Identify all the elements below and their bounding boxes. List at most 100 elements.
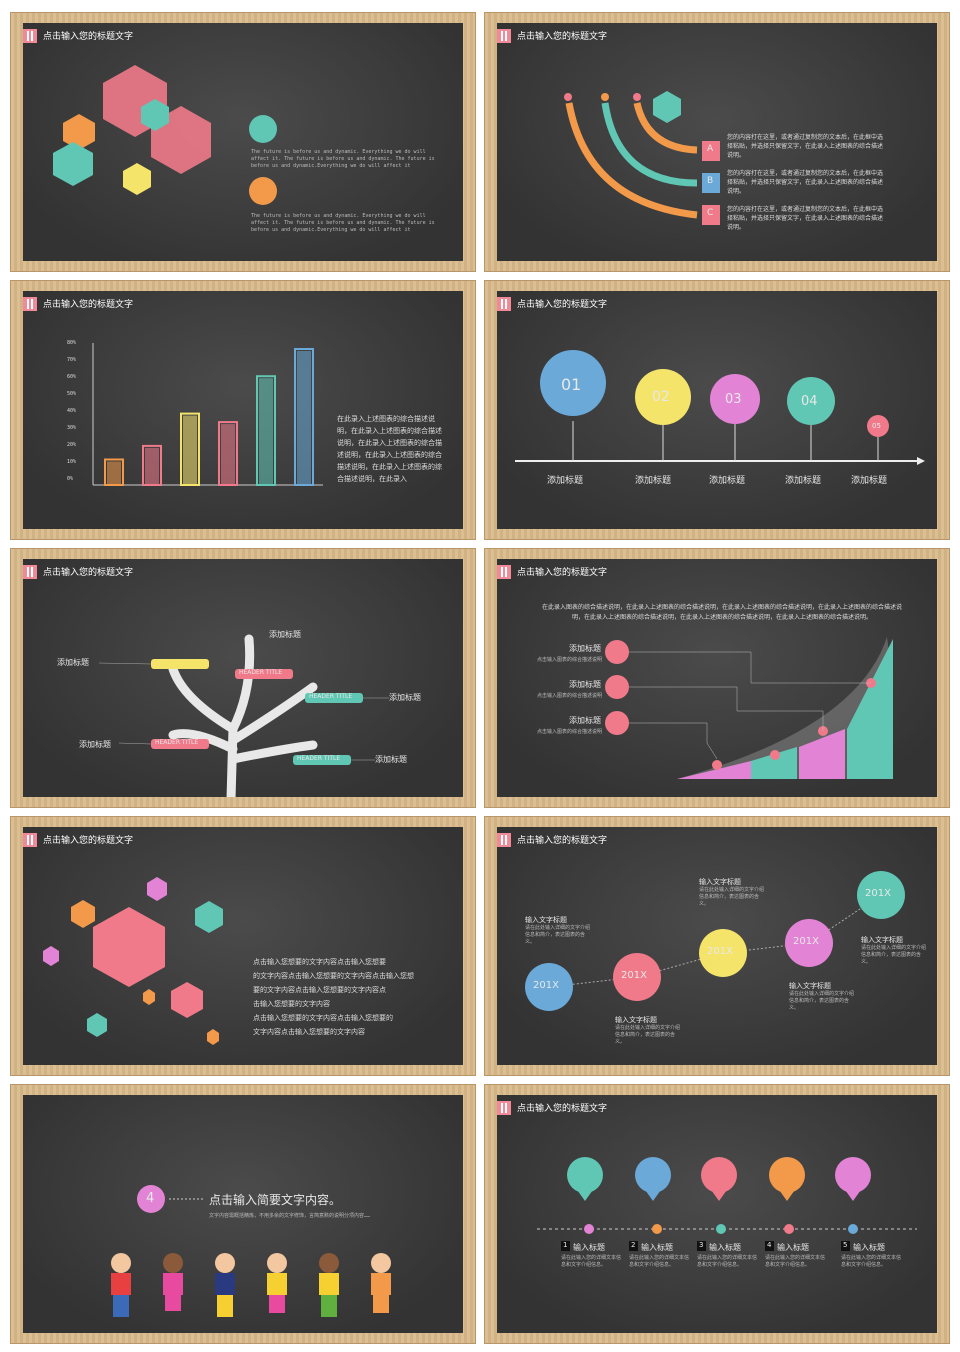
slide-9[interactable]: 4 点击输入简要文字内容。 文字内容需概括精炼，不用多余的文字修饰，言简意赅的说… xyxy=(10,1084,476,1344)
step-desc-1: 请在此输入您的详细文本信息和文字介绍信息。 xyxy=(561,1255,622,1268)
title-marker-icon xyxy=(23,297,37,311)
slide-3[interactable]: 点击输入您的标题文字 80% 70% 60% 50% 40% 30% 20% 10% 0% 在此… xyxy=(10,280,476,540)
label-4: 添加标题 xyxy=(79,740,111,749)
slide-8[interactable]: 点击输入您的标题文字 201X 201X 201X 201X 201X 输入文字… xyxy=(484,816,950,1076)
bar-fill-6 xyxy=(297,351,311,485)
label-2: 添加标题 xyxy=(635,476,672,486)
intro-text: 在此录入图表的综合描述说明，在此录入上述图表的综合描述说明，在此录入上述图表的综… xyxy=(541,604,902,621)
slide-5[interactable]: 点击输入您的标题文字 添加标题 添加标题 添加标题 添加标题 添加标题 HEAD… xyxy=(10,548,476,808)
bubble-path xyxy=(525,871,905,1011)
step-title-2: 输入标题 xyxy=(641,1243,673,1252)
title-marker-icon xyxy=(497,565,511,579)
desc-5: 请在此处输入详细的文字介绍信息和简介，表达图表的含义。 xyxy=(861,945,927,965)
step-num-5: 5 xyxy=(843,1241,848,1249)
title-marker-icon xyxy=(23,833,37,847)
chalkboard: 点击输入您的标题文字 1 2 3 4 5 输入标题 输入标题 输入标题 输入标题 xyxy=(497,1095,937,1333)
tag-2: HEADER TITLE xyxy=(309,693,353,700)
slide-title: 点击输入您的标题文字 xyxy=(43,32,134,42)
tree-graphic xyxy=(98,634,389,797)
y-tick-label: 50% xyxy=(67,391,77,397)
circle-label-4: 201X xyxy=(793,936,819,947)
step-desc-2: 请在此输入您的详细文本信息和文字介绍信息。 xyxy=(629,1255,690,1268)
pin-timeline xyxy=(537,1157,917,1251)
label-1: 添加标题 xyxy=(547,476,584,486)
step-num-4: 4 xyxy=(767,1241,772,1249)
slide-2[interactable]: 点击输入您的标题文字 A B C 您的内容打在这里，或者通过复制您的文本后，在此… xyxy=(484,12,950,272)
y-tick-label: 30% xyxy=(67,425,77,431)
num-05: 05 xyxy=(872,422,881,430)
bar-fill-2 xyxy=(145,447,159,485)
slide-title: 点击输入您的标题文字 xyxy=(517,836,608,846)
bar-fill-3 xyxy=(183,415,197,485)
desc-2: 请在此处输入详细的文字介绍信息和简介，表达图表的含义。 xyxy=(615,1025,681,1045)
title-marker-icon xyxy=(497,1101,511,1115)
circle-label-2: 201X xyxy=(621,970,647,981)
chalkboard: 点击输入您的标题文字 点击输入您想要的文字内容点击输入您想要 的文字内容点击输入… xyxy=(23,827,463,1065)
tag-4: HEADER TITLE xyxy=(297,755,341,762)
text-block-1: The future is before us and dynamic. Eve… xyxy=(251,149,435,169)
line-6: 文字内容点击输入您想要的文字内容 xyxy=(253,1028,365,1036)
y-tick-label: 70% xyxy=(67,357,77,363)
hexagon-graphic xyxy=(53,65,277,205)
y-tick-label: 10% xyxy=(67,459,77,465)
item-title-3: 添加标题 xyxy=(569,716,601,725)
bar-chart xyxy=(92,343,323,487)
slide-10[interactable]: 点击输入您的标题文字 1 2 3 4 5 输入标题 输入标题 输入标题 输入标题 xyxy=(484,1084,950,1344)
title-marker-icon xyxy=(23,565,37,579)
step-desc-5: 请在此输入您的详细文本信息和文字介绍信息。 xyxy=(841,1255,902,1268)
circle-label-1: 201X xyxy=(533,980,559,991)
text-block-2: The future is before us and dynamic. Eve… xyxy=(251,213,435,233)
tag-1: HEADER TITLE xyxy=(239,669,283,676)
letter-a: A xyxy=(707,144,714,154)
timeline-graphic xyxy=(515,350,925,465)
hexagon-cluster xyxy=(43,877,223,1045)
item-title-1: 添加标题 xyxy=(569,644,601,653)
step-num-2: 2 xyxy=(631,1241,636,1249)
section-desc: 文字内容需概括精炼，不用多余的文字修饰，言简意赅的说明分项内容…… xyxy=(209,1213,371,1219)
arrow-graphic xyxy=(564,91,720,225)
slide-7[interactable]: 点击输入您的标题文字 点击输入您想要的文字内容点击输入您想要 的文字内容点击输入… xyxy=(10,816,476,1076)
line-1: 点击输入您想要的文字内容点击输入您想要 xyxy=(253,958,386,966)
line-4: 击输入您想要的文字内容 xyxy=(253,1000,330,1008)
slide-6[interactable]: 点击输入您的标题文字 在此录入图表的综合描述说明，在此录入上述图表的综合描述说明… xyxy=(484,548,950,808)
step-title-3: 输入标题 xyxy=(709,1243,741,1252)
step-desc-4: 请在此输入您的详细文本信息和文字介绍信息。 xyxy=(765,1255,826,1268)
slide-title: 点击输入您的标题文字 xyxy=(43,300,134,310)
chalkboard: 点击输入您的标题文字 The future is before us and d… xyxy=(23,23,463,261)
chalkboard: 点击输入您的标题文字 01 02 03 04 05 添加标题 添加标题 添加标题… xyxy=(497,291,937,529)
num-03: 03 xyxy=(725,392,742,407)
letter-c: C xyxy=(707,208,714,218)
y-tick-label: 40% xyxy=(67,408,77,414)
title-marker-icon xyxy=(497,297,511,311)
label-3: 添加标题 xyxy=(709,476,746,486)
growth-chart xyxy=(605,637,893,779)
step-title-1: 输入标题 xyxy=(573,1243,605,1252)
label-5: 添加标题 xyxy=(375,755,407,764)
label-2: 添加标题 xyxy=(269,630,301,639)
step-num-3: 3 xyxy=(699,1241,704,1249)
slide-title: 点击输入您的标题文字 xyxy=(517,568,608,578)
letter-b: B xyxy=(707,176,714,186)
desc-4: 请在此处输入详细的文字介绍信息和简介，表达图表的含义。 xyxy=(789,991,855,1011)
slide-title: 点击输入您的标题文字 xyxy=(517,300,608,310)
desc-3: 请在此处输入详细的文字介绍信息和简介，表达图表的含义。 xyxy=(699,887,765,907)
desc-a: 您的内容打在这里，或者通过复制您的文本后，在此框中选择粘贴，并选择只保留文字，在… xyxy=(727,134,884,159)
circle-label-3: 201X xyxy=(707,946,733,957)
step-title-5: 输入标题 xyxy=(853,1243,885,1252)
y-tick-label: 60% xyxy=(67,374,77,380)
label-1: 添加标题 xyxy=(57,658,89,667)
line-2: 的文字内容点击输入您想要的文字内容点击输入您想 xyxy=(253,972,414,980)
num-04: 04 xyxy=(801,394,818,409)
desc-1: 请在此处输入详细的文字介绍信息和简介，表达图表的含义。 xyxy=(525,925,591,945)
title-5: 输入文字标题 xyxy=(861,936,903,944)
item-sub-2: 点击输入图表的综合描述说明 xyxy=(537,693,603,699)
y-tick-label: 20% xyxy=(67,442,77,448)
step-title-4: 输入标题 xyxy=(777,1243,809,1252)
slide-title: 点击输入您的标题文字 xyxy=(43,568,134,578)
slide-4[interactable]: 点击输入您的标题文字 01 02 03 04 05 添加标题 添加标题 添加标题… xyxy=(484,280,950,540)
title-4: 输入文字标题 xyxy=(789,982,831,990)
y-tick-label: 80% xyxy=(67,340,77,346)
chalkboard: 4 点击输入简要文字内容。 文字内容需概括精炼，不用多余的文字修饰，言简意赅的说… xyxy=(23,1095,463,1333)
chalkboard: 点击输入您的标题文字 201X 201X 201X 201X 201X 输入文字… xyxy=(497,827,937,1065)
slide-1[interactable]: 点击输入您的标题文字 The future is before us and d… xyxy=(10,12,476,272)
